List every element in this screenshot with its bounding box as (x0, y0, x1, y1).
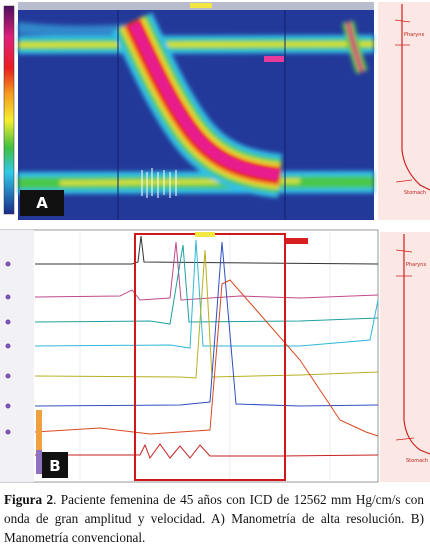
panel-b-shape (195, 232, 215, 237)
anatomy-label: Stomach (404, 190, 426, 196)
panel-b: B Pharynx Stomach (0, 229, 430, 483)
panel-b-shape-shape (5, 294, 11, 300)
panel-a-shape (394, 19, 413, 183)
panel-b-shape (36, 410, 42, 450)
figure: A Pharynx Stomach (0, 0, 430, 483)
panel-a-shape (401, 4, 430, 191)
panel-b-shape (380, 232, 430, 482)
panel-b-shape-shape (5, 403, 11, 409)
panel-b-shape-shape (5, 261, 11, 267)
panel-b-shape (0, 230, 34, 482)
anatomy-label: Pharynx (406, 262, 426, 268)
caption-label: Figura 2 (4, 492, 54, 507)
panel-a-shape (117, 10, 286, 220)
panel-a-shape-shape (345, 21, 365, 73)
panel-a-shape (3, 5, 15, 215)
panel-b-shape-shape (34, 279, 379, 437)
panel-letter: B (49, 457, 60, 475)
panel-letter: A (36, 194, 48, 212)
panel-b-shape-shape (34, 241, 379, 301)
anatomy-label: Stomach (406, 458, 428, 464)
panel-a-shape (129, 21, 279, 181)
panel-a-shape-shape (18, 22, 128, 37)
panel-a-shape (20, 190, 64, 216)
caption-text: . Paciente femenina de 45 años con ICD d… (4, 492, 424, 545)
panel-b-shape (0, 229, 379, 483)
panel-b-shape-shape (5, 373, 11, 379)
panel-b-shape-shape (34, 241, 379, 407)
panel-b-shape (403, 234, 430, 455)
panel-b-shape (79, 232, 331, 480)
panel-b-shape-shape (35, 443, 379, 460)
panel-b-shape-shape (5, 343, 11, 349)
panel-b-shape-shape (34, 239, 379, 349)
panel-b-shape-shape (5, 319, 11, 325)
panel-a: A Pharynx Stomach (0, 0, 430, 224)
figure-caption: Figura 2. Paciente femenina de 45 años c… (4, 490, 424, 547)
panel-a-shape (141, 168, 177, 198)
panel-a-shape (190, 3, 212, 8)
panel-b-shape (5, 261, 11, 435)
panel-b-shape (286, 238, 308, 244)
panel-b-shape-shape (5, 429, 11, 435)
panel-b-shape-shape (34, 244, 379, 325)
panel-b-shape-shape (34, 249, 379, 379)
panel-b-shape-shape (35, 235, 379, 265)
anatomy-label: Pharynx (404, 32, 424, 38)
panel-b-shape (42, 452, 68, 478)
panel-b-shape (395, 249, 415, 441)
panel-a-shape-shape (17, 42, 375, 47)
panel-a-shape (378, 2, 430, 220)
panel-a-shape (264, 56, 284, 62)
panel-b-shape (34, 235, 379, 460)
panel-b-shape (36, 450, 42, 474)
